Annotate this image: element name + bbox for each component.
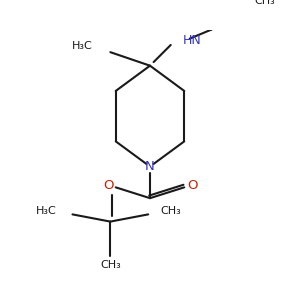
Text: CH₃: CH₃ xyxy=(254,0,275,6)
Text: O: O xyxy=(103,179,114,192)
Text: H₃C: H₃C xyxy=(35,206,56,216)
Text: N: N xyxy=(145,160,155,173)
Text: CH₃: CH₃ xyxy=(161,206,182,216)
Text: HN: HN xyxy=(182,34,201,47)
Text: O: O xyxy=(187,179,198,192)
Text: H₃C: H₃C xyxy=(72,41,92,51)
Text: CH₃: CH₃ xyxy=(100,260,121,270)
